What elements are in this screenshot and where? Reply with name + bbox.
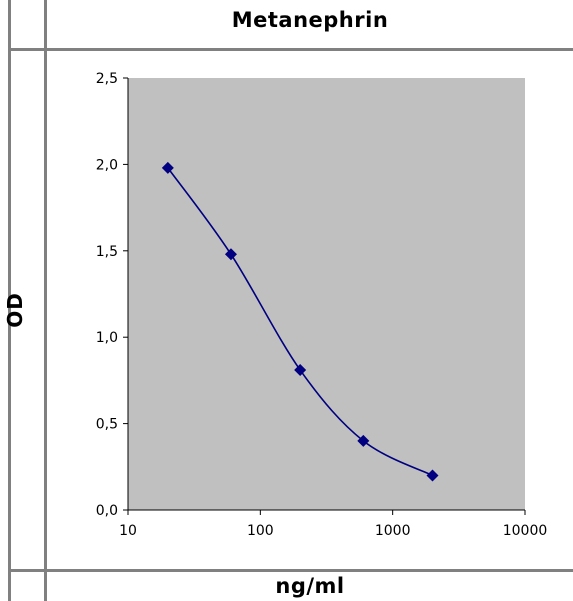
data-point <box>357 434 370 447</box>
x-tick-label: 10 <box>119 523 137 539</box>
y-tick-label: 0,5 <box>96 417 118 433</box>
x-axis-label: ng/ml <box>275 574 345 598</box>
data-point <box>294 364 307 377</box>
y-tick-label: 2,0 <box>96 157 118 173</box>
x-tick-label: 1000 <box>375 523 411 539</box>
x-tick-label: 100 <box>247 523 274 539</box>
y-tick-label: 1,0 <box>96 330 118 346</box>
data-point <box>426 469 439 482</box>
frame-left-border <box>8 0 11 601</box>
plot-area <box>128 78 525 510</box>
series-line <box>167 167 433 477</box>
chart-title: Metanephrin <box>231 8 389 32</box>
y-tick-label: 0,0 <box>96 503 118 519</box>
frame-title-divider <box>8 48 573 51</box>
y-tick-label: 2,5 <box>96 71 118 87</box>
y-tick-label: 1,5 <box>96 244 118 260</box>
x-tick-label: 10000 <box>503 523 548 539</box>
data-point <box>224 248 237 261</box>
data-point <box>161 161 174 174</box>
frame-inner-left-border <box>44 0 47 601</box>
frame-xlabel-divider <box>8 569 573 572</box>
